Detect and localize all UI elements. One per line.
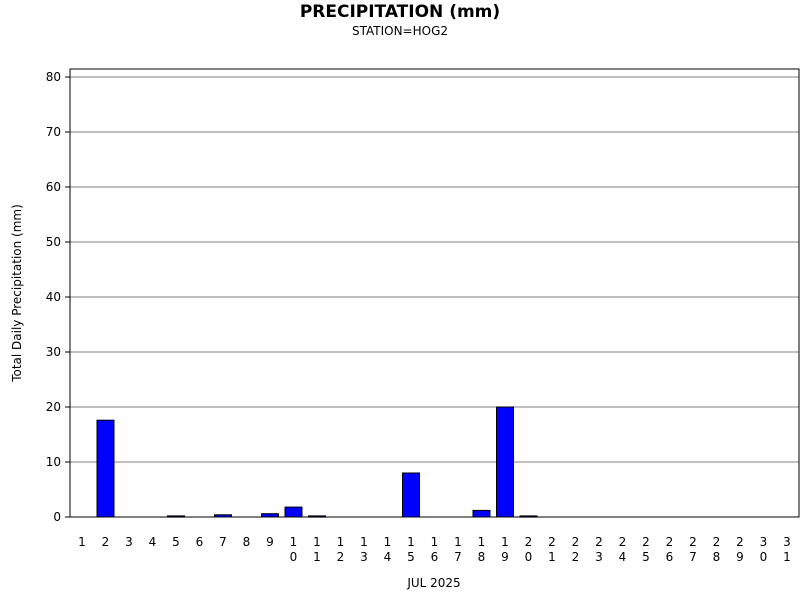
gridlines [70, 76, 799, 463]
x-tick-label: 9 [266, 535, 274, 549]
y-axis-label: Total Daily Precipitation (mm) [10, 204, 24, 383]
x-tick-label: 2 [102, 535, 110, 549]
x-axis-ticks: 1 2 3 4 5 6 7 8 9 1 01 11 21 31 41 51 61 71 81 92 02 12 22 32 42… [78, 535, 791, 564]
y-tick-label: 70 [46, 125, 61, 139]
bar-day-10 [284, 506, 303, 518]
bar-day-2 [96, 419, 115, 518]
y-tick-label: 0 [53, 510, 61, 524]
x-tick-label: 3 [125, 535, 133, 549]
x-tick-label: 5 [172, 535, 180, 549]
y-tick-label: 80 [46, 70, 61, 84]
x-tick-label: 4 [149, 535, 157, 549]
chart-title: PRECIPITATION (mm) [300, 2, 500, 22]
x-axis-label: JUL 2025 [406, 576, 460, 590]
bar-day-19 [496, 406, 514, 518]
bar-day-15 [402, 472, 420, 518]
plot-frame [69, 68, 800, 518]
x-tick-label: 6 [196, 535, 204, 549]
x-tick-label: 7 [219, 535, 227, 549]
bar-day-18 [472, 509, 491, 518]
y-tick-label: 50 [46, 235, 61, 249]
y-tick-label: 30 [46, 345, 61, 359]
y-tick-label: 60 [46, 180, 61, 194]
y-tick-label: 10 [46, 455, 61, 469]
y-axis-ticks: 0 10 20 30 40 50 60 70 80 [46, 70, 70, 524]
y-tick-label: 20 [46, 400, 61, 414]
x-tick-label: 8 [243, 535, 251, 549]
y-tick-label: 40 [46, 290, 61, 304]
chart-subtitle: STATION=HOG2 [352, 24, 448, 38]
x-tick-label: 1 [78, 535, 86, 549]
